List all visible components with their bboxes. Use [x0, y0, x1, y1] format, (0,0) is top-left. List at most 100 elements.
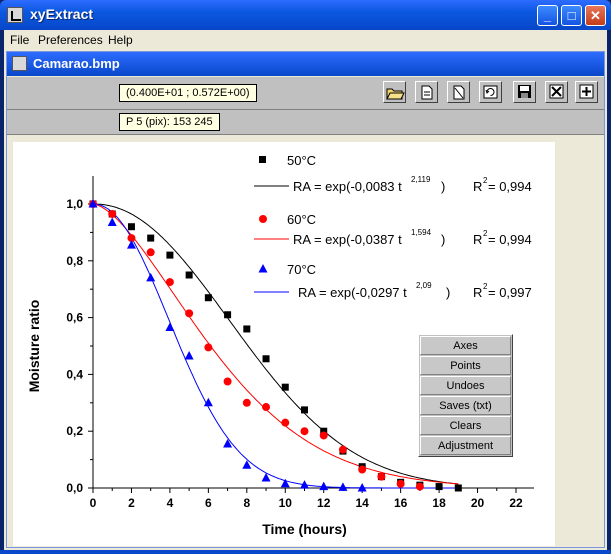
document-title-bar[interactable]: Camarao.bmp [7, 52, 604, 76]
blank-page-icon[interactable] [447, 81, 470, 103]
close-button[interactable]: ✕ [585, 5, 606, 26]
data-point-circle [300, 427, 309, 436]
y-tick-label: 0,2 [66, 424, 83, 438]
data-point-circle [223, 377, 232, 386]
data-point-square [320, 427, 328, 435]
legend-fit-close-paren: ) [446, 285, 450, 300]
data-point-circle [242, 398, 251, 407]
fit-curve-1 [92, 203, 459, 485]
status-bar: P 5 (pix): 153 245 [7, 110, 604, 135]
coordinate-readout: (0.400E+01 ; 0.572E+00) [119, 84, 257, 102]
y-tick-label: 0,0 [66, 481, 83, 495]
data-point-circle [108, 209, 117, 218]
data-point-circle [146, 248, 155, 257]
x-tick-label: 18 [432, 496, 446, 510]
legend-fit-exponent: 1,594 [411, 228, 432, 237]
delete-x-icon[interactable] [545, 81, 568, 103]
chart[interactable]: 0 2 4 6 8 10 12 14 16 18 20 220,00,20,40,60,81,0Tim… [13, 142, 555, 546]
adjustment-button[interactable]: Adjustment [420, 436, 511, 455]
x-tick-label: 16 [394, 496, 408, 510]
data-point-circle [262, 403, 271, 412]
client-area: File Preferences Help Camarao.bmp (0.400… [4, 30, 607, 550]
data-point-circle [338, 445, 347, 454]
document-title: Camarao.bmp [33, 56, 120, 71]
clears-button[interactable]: Clears [420, 416, 511, 435]
data-point-circle [396, 479, 405, 488]
x-tick-label: 22 [509, 496, 523, 510]
data-point-triangle [261, 473, 271, 482]
control-panel: Axes Points Undoes Saves (txt) Clears Ad… [418, 334, 513, 457]
data-point-triangle [146, 272, 156, 282]
legend-fit-exponent: 2,119 [411, 175, 431, 184]
data-point-square [243, 325, 251, 333]
undoes-button[interactable]: Undoes [420, 376, 511, 395]
legend-fit-equation: RA = exp(-0,0083 t [293, 179, 402, 194]
legend-marker-triangle [258, 264, 268, 273]
legend-r2-label: R [473, 285, 482, 300]
menu-help[interactable]: Help [108, 33, 133, 47]
data-point-triangle [165, 322, 175, 332]
legend-r2-value: = 0,997 [488, 285, 532, 300]
data-point-square [185, 271, 193, 279]
data-point-square [262, 355, 270, 363]
data-point-triangle [319, 481, 329, 491]
data-point-circle [319, 431, 328, 440]
menu-preferences[interactable]: Preferences [38, 33, 103, 47]
refresh-icon[interactable] [479, 81, 502, 103]
data-point-square [224, 311, 232, 319]
legend-fit-close-paren: ) [441, 179, 445, 194]
data-point-circle [415, 482, 424, 491]
new-document-icon[interactable] [415, 81, 438, 103]
document-icon [12, 56, 27, 71]
add-point-icon[interactable] [575, 81, 598, 103]
window-bottom-border [0, 550, 611, 554]
legend-marker-square [259, 156, 266, 163]
legend-fit-close-paren: ) [441, 232, 445, 247]
axes-button[interactable]: Axes [420, 336, 511, 355]
legend-series-name: 50°C [287, 153, 316, 168]
points-button[interactable]: Points [420, 356, 511, 375]
data-point-triangle [88, 199, 98, 208]
legend-r2-superscript: 2 [483, 176, 488, 185]
maximize-button[interactable]: □ [561, 5, 582, 26]
data-point-circle [185, 309, 194, 318]
data-point-triangle [184, 350, 194, 360]
x-tick-label: 4 [167, 496, 174, 510]
y-tick-label: 0,8 [66, 254, 83, 268]
data-point-triangle [242, 460, 252, 469]
y-axis-label: Moisture ratio [26, 300, 42, 393]
x-tick-label: 10 [279, 496, 293, 510]
open-folder-icon[interactable] [383, 81, 406, 103]
minimize-button[interactable]: _ [537, 5, 558, 26]
legend-fit-equation: RA = exp(-0,0387 t [293, 232, 402, 247]
saves-txt-button[interactable]: Saves (txt) [420, 396, 511, 415]
data-point-triangle [203, 397, 213, 407]
data-point-square [166, 251, 174, 259]
save-disk-icon[interactable] [513, 81, 536, 103]
data-point-circle [127, 234, 136, 243]
data-point-square [204, 294, 212, 302]
x-tick-label: 20 [471, 496, 485, 510]
title-bar[interactable]: xyExtract _ □ ✕ [0, 0, 611, 30]
data-point-square [281, 383, 289, 391]
legend-r2-value: = 0,994 [488, 232, 532, 247]
x-tick-label: 0 [90, 496, 97, 510]
data-point-square [454, 484, 462, 492]
data-point-triangle [280, 478, 290, 488]
app-icon[interactable] [7, 7, 23, 23]
data-point-triangle [223, 438, 233, 448]
fit-curve-2 [92, 203, 459, 489]
legend-fit-equation: RA = exp(-0,0297 t [298, 285, 407, 300]
legend-r2-label: R [473, 179, 482, 194]
data-point-triangle [300, 480, 309, 489]
legend-r2-superscript: 2 [483, 282, 488, 291]
x-tick-label: 6 [205, 496, 212, 510]
x-tick-label: 2 [128, 496, 135, 510]
legend-r2-value: = 0,994 [488, 179, 532, 194]
data-point-square [127, 223, 135, 231]
data-point-circle [165, 278, 174, 287]
legend-r2-superscript: 2 [483, 229, 488, 238]
legend-fit-exponent: 2,09 [416, 281, 432, 290]
menu-file[interactable]: File [10, 33, 30, 47]
